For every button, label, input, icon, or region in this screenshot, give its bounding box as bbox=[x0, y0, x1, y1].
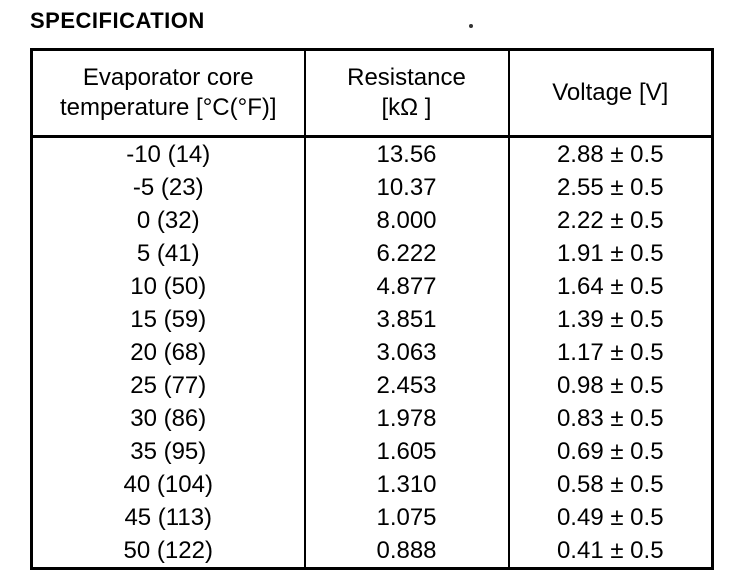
temperature-cell: -5 (23) bbox=[30, 171, 306, 204]
voltage-cell: 0.98 ± 0.5 bbox=[507, 369, 714, 402]
temperature-cell: 0 (32) bbox=[30, 204, 306, 237]
resistance-cell: 2.453 bbox=[303, 369, 510, 402]
specification-table: Evaporator core temperature [°C(°F)] Res… bbox=[30, 48, 714, 570]
table-row: 5 (41) 6.222 1.91 ± 0.5 bbox=[30, 237, 714, 270]
temperature-cell: 10 (50) bbox=[30, 270, 306, 303]
temperature-cell: 30 (86) bbox=[30, 402, 306, 435]
voltage-cell: 0.41 ± 0.5 bbox=[507, 534, 714, 569]
resistance-cell: 13.56 bbox=[303, 136, 510, 171]
voltage-cell: 0.83 ± 0.5 bbox=[507, 402, 714, 435]
table-row: 0 (32) 8.000 2.22 ± 0.5 bbox=[30, 204, 714, 237]
voltage-cell: 1.17 ± 0.5 bbox=[507, 336, 714, 369]
table-row: 30 (86) 1.978 0.83 ± 0.5 bbox=[30, 402, 714, 435]
resistance-cell: 3.851 bbox=[303, 303, 510, 336]
header-temperature-line2: temperature [°C(°F)] bbox=[59, 94, 277, 121]
temperature-cell: 40 (104) bbox=[30, 468, 306, 501]
temperature-cell: 50 (122) bbox=[30, 534, 306, 569]
voltage-cell: 1.91 ± 0.5 bbox=[507, 237, 714, 270]
voltage-cell: 2.55 ± 0.5 bbox=[507, 171, 714, 204]
resistance-cell: 1.605 bbox=[303, 435, 510, 468]
table-row: 35 (95) 1.605 0.69 ± 0.5 bbox=[30, 435, 714, 468]
table-row: 20 (68) 3.063 1.17 ± 0.5 bbox=[30, 336, 714, 369]
temperature-cell: -10 (14) bbox=[30, 136, 306, 171]
scan-speckle bbox=[469, 24, 473, 28]
resistance-cell: 6.222 bbox=[303, 237, 510, 270]
column-header-voltage: Voltage [V] bbox=[507, 49, 714, 138]
table-row: 10 (50) 4.877 1.64 ± 0.5 bbox=[30, 270, 714, 303]
table-row: -10 (14) 13.56 2.88 ± 0.5 bbox=[30, 136, 714, 171]
header-temperature-line1: Evaporator core bbox=[82, 64, 254, 91]
resistance-cell: 4.877 bbox=[303, 270, 510, 303]
column-header-resistance: Resistance [kΩ ] bbox=[303, 49, 510, 138]
table-row: 50 (122) 0.888 0.41 ± 0.5 bbox=[30, 534, 714, 569]
table-row: 25 (77) 2.453 0.98 ± 0.5 bbox=[30, 369, 714, 402]
page-title: SPECIFICATION bbox=[30, 8, 205, 33]
resistance-cell: 3.063 bbox=[303, 336, 510, 369]
voltage-cell: 1.64 ± 0.5 bbox=[507, 270, 714, 303]
temperature-cell: 25 (77) bbox=[30, 369, 306, 402]
temperature-cell: 35 (95) bbox=[30, 435, 306, 468]
header-voltage-line1: Voltage [V] bbox=[552, 79, 669, 106]
header-resistance-line2: [kΩ ] bbox=[381, 94, 432, 121]
voltage-cell: 1.39 ± 0.5 bbox=[507, 303, 714, 336]
voltage-cell: 0.58 ± 0.5 bbox=[507, 468, 714, 501]
table-row: 15 (59) 3.851 1.39 ± 0.5 bbox=[30, 303, 714, 336]
table-header: Evaporator core temperature [°C(°F)] Res… bbox=[30, 49, 714, 138]
temperature-cell: 5 (41) bbox=[30, 237, 306, 270]
voltage-cell: 0.69 ± 0.5 bbox=[507, 435, 714, 468]
column-header-temperature: Evaporator core temperature [°C(°F)] bbox=[30, 49, 306, 138]
table-row: 40 (104) 1.310 0.58 ± 0.5 bbox=[30, 468, 714, 501]
voltage-cell: 2.88 ± 0.5 bbox=[507, 136, 714, 171]
table-row: -5 (23) 10.37 2.55 ± 0.5 bbox=[30, 171, 714, 204]
voltage-cell: 2.22 ± 0.5 bbox=[507, 204, 714, 237]
table-row: 45 (113) 1.075 0.49 ± 0.5 bbox=[30, 501, 714, 534]
temperature-cell: 20 (68) bbox=[30, 336, 306, 369]
header-resistance-line1: Resistance bbox=[347, 64, 466, 91]
table-body: -10 (14) 13.56 2.88 ± 0.5 -5 (23) 10.37 … bbox=[30, 136, 714, 569]
header-row: Evaporator core temperature [°C(°F)] Res… bbox=[30, 49, 714, 138]
resistance-cell: 8.000 bbox=[303, 204, 510, 237]
resistance-cell: 1.310 bbox=[303, 468, 510, 501]
resistance-cell: 1.075 bbox=[303, 501, 510, 534]
temperature-cell: 45 (113) bbox=[30, 501, 306, 534]
resistance-cell: 0.888 bbox=[303, 534, 510, 569]
temperature-cell: 15 (59) bbox=[30, 303, 306, 336]
resistance-cell: 1.978 bbox=[303, 402, 510, 435]
voltage-cell: 0.49 ± 0.5 bbox=[507, 501, 714, 534]
resistance-cell: 10.37 bbox=[303, 171, 510, 204]
